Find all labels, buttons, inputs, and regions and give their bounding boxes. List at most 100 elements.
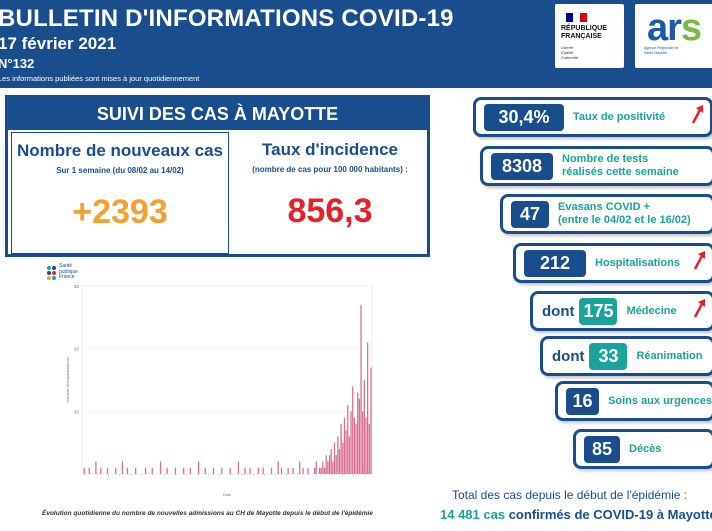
trend-up-arrow-icon [691, 105, 703, 124]
chart-bar [244, 467, 246, 474]
chart-bar [343, 417, 346, 474]
reanimation-value: 33 [589, 342, 628, 370]
suivi-title: SUIVI DES CAS À MAYOTTE [8, 98, 427, 130]
reanimation-label: Réanimation [636, 349, 703, 362]
chart-bar [337, 436, 339, 474]
total-cases-heading: Total des cas depuis le début de l'épidé… [452, 488, 688, 502]
chart-bar [363, 380, 365, 474]
chart-bar [100, 467, 102, 474]
rf-line1: RÉPUBLIQUE [561, 25, 607, 32]
chart-bar [287, 467, 289, 474]
chart-bar [95, 461, 97, 474]
chart-bar [174, 467, 177, 474]
chart-bar [121, 461, 124, 474]
chart-bar [151, 467, 153, 474]
urgences-value: 16 [566, 387, 600, 415]
chart-bar [115, 467, 117, 474]
trend-up-arrow-icon [693, 251, 705, 270]
sante-publique-france-logo: Santé publique France [44, 263, 104, 288]
new-cases-period: Sur 1 semaine (du 08/02 au 14/02) [56, 166, 184, 175]
chart-bar [159, 461, 162, 474]
y-tick-label: 20 [74, 347, 80, 352]
chart-bar [249, 467, 251, 474]
chart-bar [333, 442, 336, 474]
chart-bar [83, 467, 85, 474]
chart-bar [357, 392, 359, 474]
chart-bar [88, 467, 90, 474]
chart-bar [314, 467, 316, 474]
chart-bar [330, 448, 332, 474]
sp-line2: publique [59, 268, 78, 275]
chart-bar [166, 467, 168, 474]
chart-bar [221, 467, 223, 474]
tests-indicator: 8308 Nombre de tests réalisés cette sema… [480, 146, 712, 186]
medecine-label: Médecine [626, 304, 677, 317]
incidence-subtitle: (nombre de cas pour 100 000 habitants) : [252, 165, 408, 174]
update-note: Les informations publiées sont mises à j… [0, 74, 200, 83]
chart-bar [352, 386, 354, 474]
tests-label-line1: Nombre de tests [562, 153, 649, 165]
chart-bar [212, 467, 215, 474]
chart-bar [335, 455, 337, 474]
positivite-label: Taux de positivité [573, 110, 666, 123]
urgences-indicator: 16 Soins aux urgences [555, 381, 712, 421]
chart-bar [367, 342, 369, 474]
bulletin-date: 17 février 2021 [0, 34, 117, 53]
rf-motto1: Liberté [561, 45, 574, 50]
hospitalisations-value: 212 [524, 249, 586, 277]
y-tick-label: 10 [74, 409, 80, 414]
admissions-chart: Santé publique France 10 20 30 Nombre d'hos… [40, 263, 392, 504]
chart-bar [365, 417, 367, 474]
hospitalisations-label: Hospitalisations [595, 256, 680, 269]
chart-bar [355, 423, 357, 474]
chart-bar [292, 467, 294, 474]
rf-line2: FRANÇAISE [561, 33, 602, 40]
chart-bar [348, 436, 351, 474]
bulletin-title: BULLETIN D'INFORMATIONS COVID-19 [0, 5, 454, 32]
deces-indicator: 85 Décès [573, 429, 712, 469]
positivite-indicator: 30,4% Taux de positivité [473, 97, 712, 137]
chart-bar [257, 467, 259, 474]
reanimation-indicator: dont 33 Réanimation [540, 336, 712, 376]
ars-logo: ars Agence Régionale de Santé Mayotte [635, 4, 712, 68]
chart-bar [189, 467, 191, 474]
medecine-value: 175 [579, 297, 618, 325]
chart-bar [338, 448, 341, 474]
new-cases-value: +2393 [72, 193, 168, 231]
x-axis-label: Date [223, 492, 232, 497]
chart-bar [350, 411, 352, 474]
medecine-indicator: dont 175 Médecine [530, 291, 712, 331]
tests-label-line2: réalisés cette semaine [562, 166, 679, 178]
ars-subtitle: Agence Régionale de Santé Mayotte [644, 46, 679, 55]
hospitalisations-indicator: 212 Hospitalisations [513, 243, 712, 283]
republique-francaise-logo: RÉPUBLIQUE FRANÇAISE Liberté Égalité Fra… [555, 4, 624, 68]
chart-bar [362, 411, 364, 474]
chart-bar [262, 467, 264, 474]
evasans-indicator: 47 Evasans COVID + (entre le 04/02 et le… [500, 194, 712, 234]
chart-bar [302, 467, 304, 474]
ars-s: s [680, 7, 702, 49]
total-cases-count: 14 481 cas [440, 507, 506, 522]
new-cases-card: Nombre de nouveaux cas Sur 1 semaine (du… [11, 132, 229, 254]
chart-bar [315, 461, 317, 474]
evasans-value: 47 [511, 200, 549, 228]
trend-up-arrow-icon [693, 299, 705, 318]
chart-bar [126, 467, 128, 474]
chart-bar [204, 467, 206, 474]
evasans-label-line1: Evasans COVID + [558, 201, 651, 213]
chart-bar [320, 467, 322, 474]
chart-bar [318, 467, 321, 474]
ars-word: ar [647, 7, 682, 49]
plot-frame [81, 285, 373, 475]
chart-bar [342, 442, 344, 474]
incidence-value: 856,3 [287, 192, 373, 230]
chart-bar [229, 467, 231, 474]
chart-bar [332, 461, 334, 474]
urgences-label: Soins aux urgences [608, 394, 712, 407]
chart-bar [358, 398, 360, 474]
chart-bar [280, 467, 283, 474]
chart-bar [106, 467, 109, 474]
chart-bar [340, 423, 342, 474]
chart-bar [328, 455, 331, 474]
deces-label: Décès [629, 442, 662, 455]
